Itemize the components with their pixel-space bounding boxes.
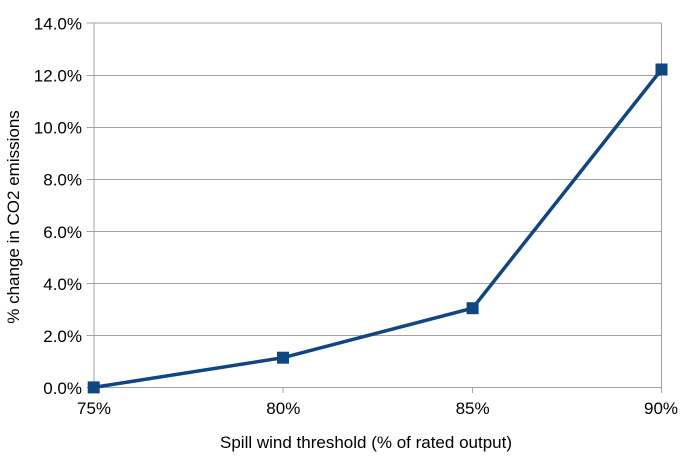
svg-text:% change in CO2 emissions: % change in CO2 emissions (4, 110, 23, 324)
svg-text:6.0%: 6.0% (43, 223, 82, 242)
svg-text:90%: 90% (644, 399, 678, 418)
svg-text:10.0%: 10.0% (34, 119, 82, 138)
svg-text:2.0%: 2.0% (43, 327, 82, 346)
svg-text:8.0%: 8.0% (43, 171, 82, 190)
svg-text:4.0%: 4.0% (43, 275, 82, 294)
svg-text:85%: 85% (456, 399, 490, 418)
svg-text:14.0%: 14.0% (34, 15, 82, 34)
svg-text:Spill wind threshold (% of rat: Spill wind threshold (% of rated output) (220, 433, 512, 452)
svg-text:80%: 80% (266, 399, 300, 418)
svg-text:0.0%: 0.0% (43, 379, 82, 398)
svg-text:12.0%: 12.0% (34, 67, 82, 86)
svg-text:75%: 75% (77, 399, 111, 418)
